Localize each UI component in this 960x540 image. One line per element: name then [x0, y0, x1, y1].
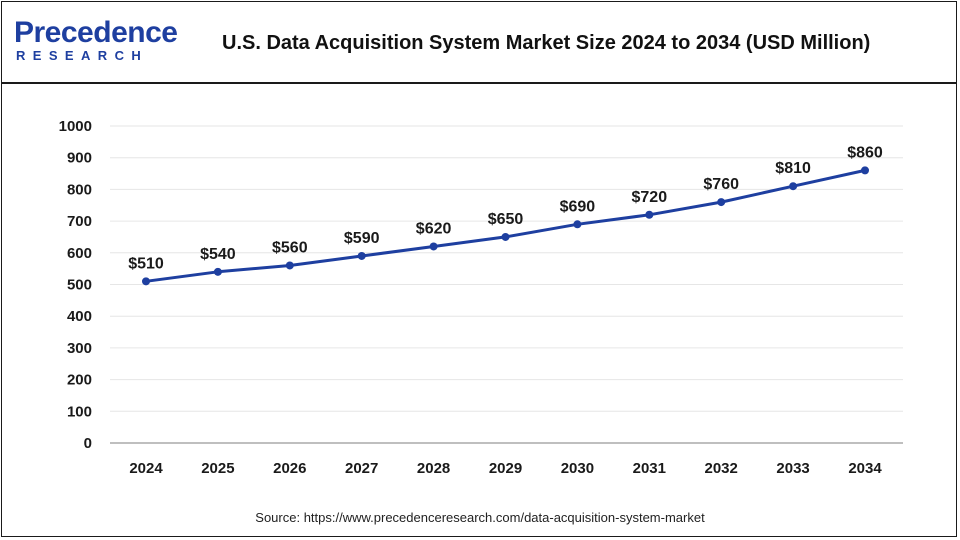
data-label-2027: $590 — [344, 230, 380, 247]
source-note: Source: https://www.precedenceresearch.c… — [255, 510, 705, 525]
data-point-2029 — [501, 232, 510, 241]
data-point-2030 — [573, 220, 582, 229]
data-label-2031: $720 — [632, 189, 668, 206]
y-tick-label-400: 400 — [67, 308, 92, 325]
data-point-2028 — [429, 242, 438, 251]
data-point-2025 — [213, 267, 222, 276]
x-tick-label-2034: 2034 — [848, 460, 882, 477]
data-label-2034: $860 — [847, 144, 883, 161]
data-label-2028: $620 — [416, 220, 452, 237]
x-tick-label-2028: 2028 — [417, 460, 450, 477]
data-point-2026 — [285, 261, 294, 270]
y-tick-label-800: 800 — [67, 181, 92, 198]
data-label-2026: $560 — [272, 239, 308, 256]
data-point-2024 — [142, 277, 150, 286]
data-point-2032 — [717, 198, 726, 207]
data-label-2033: $810 — [775, 160, 811, 177]
header: Precedence RESEARCH U.S. Data Acquisitio… — [2, 2, 956, 84]
data-point-2033 — [789, 182, 798, 191]
y-tick-label-100: 100 — [67, 403, 92, 420]
data-point-2034 — [861, 166, 869, 175]
x-tick-label-2026: 2026 — [273, 460, 306, 477]
x-tick-label-2032: 2032 — [705, 460, 738, 477]
y-tick-label-900: 900 — [67, 150, 92, 167]
data-point-2031 — [645, 210, 654, 219]
x-tick-label-2031: 2031 — [633, 460, 666, 477]
y-tick-label-500: 500 — [67, 277, 92, 294]
data-label-2032: $760 — [703, 176, 739, 193]
x-tick-label-2029: 2029 — [489, 460, 522, 477]
data-point-2027 — [357, 251, 366, 260]
y-tick-label-0: 0 — [84, 435, 92, 452]
logo-wordmark: Precedence — [14, 16, 178, 49]
precedence-research-logo: Precedence RESEARCH — [14, 16, 178, 68]
data-label-2030: $690 — [560, 198, 596, 215]
y-tick-label-700: 700 — [67, 213, 92, 230]
x-tick-label-2027: 2027 — [345, 460, 378, 477]
y-tick-label-600: 600 — [67, 245, 92, 262]
x-tick-label-2030: 2030 — [561, 460, 594, 477]
y-tick-label-1000: 1000 — [59, 118, 92, 135]
data-label-2025: $540 — [200, 246, 236, 263]
chart-title: U.S. Data Acquisition System Market Size… — [222, 32, 871, 54]
logo-subtitle: RESEARCH — [16, 48, 149, 63]
data-label-2024: $510 — [128, 255, 164, 272]
data-label-2029: $650 — [488, 211, 524, 228]
y-tick-label-200: 200 — [67, 372, 92, 389]
x-tick-label-2025: 2025 — [201, 460, 234, 477]
x-tick-label-2024: 2024 — [129, 460, 163, 477]
y-tick-label-300: 300 — [67, 340, 92, 357]
x-tick-label-2033: 2033 — [776, 460, 809, 477]
